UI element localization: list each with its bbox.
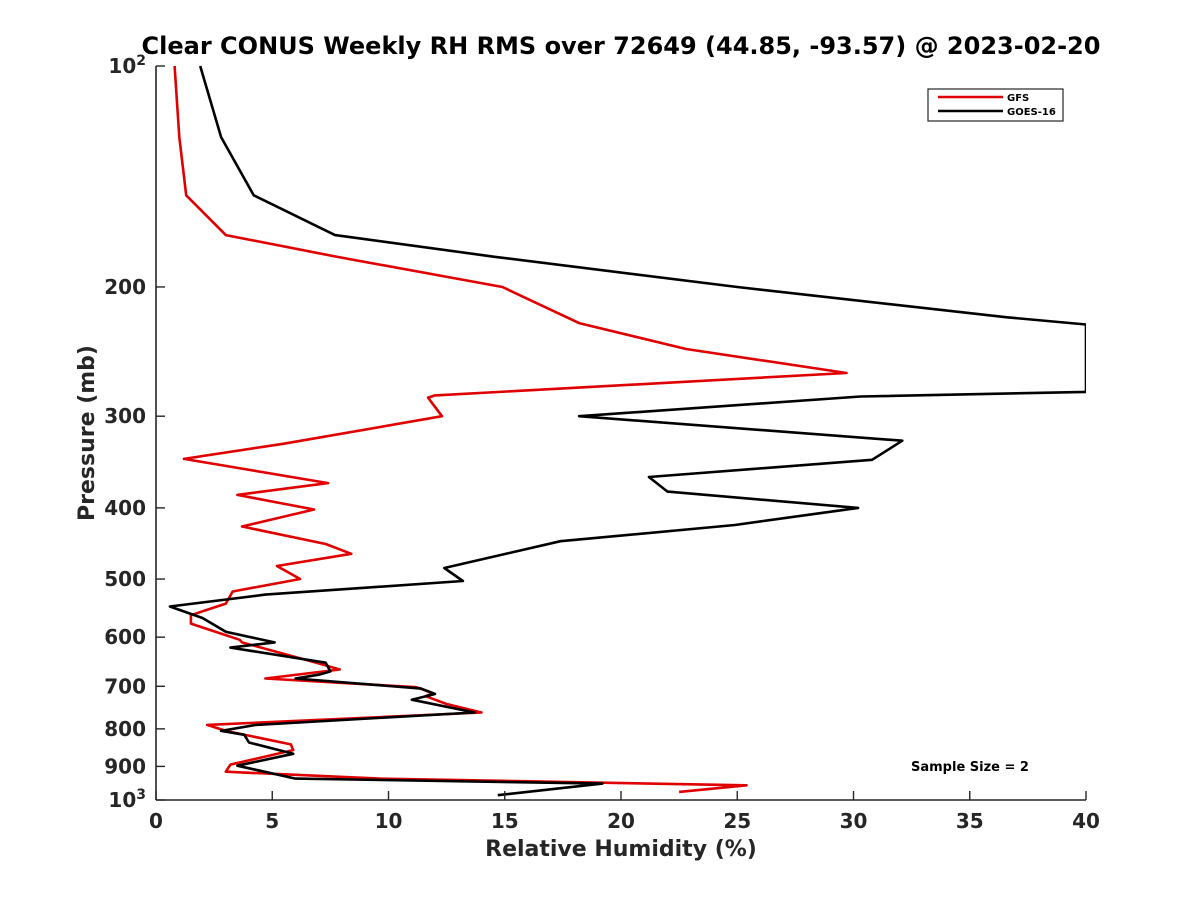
series-line-goes16 [168, 65, 1086, 797]
legend-box [927, 88, 1064, 122]
sample-size-note: Sample Size = 2 [911, 760, 1029, 775]
y-tick-label-500: 500 [104, 567, 146, 591]
y-axis-ticks: 102 200 300 400 500 600 700 800 900 103 [104, 53, 165, 812]
y-tick-label-1000: 103 [108, 787, 146, 812]
y-axis-title: Pressure (mb) [75, 345, 100, 521]
y-tick-label-800: 800 [104, 717, 146, 741]
y-tick-label-900: 900 [104, 754, 146, 778]
x-tick-label-35: 35 [956, 809, 984, 833]
x-tick-label-20: 20 [607, 809, 635, 833]
legend-label-goes16: GOES-16 [1007, 107, 1056, 118]
x-tick-label-10: 10 [375, 809, 403, 833]
y-tick-label-300: 300 [104, 404, 146, 428]
x-tick-label-30: 30 [840, 809, 868, 833]
y-tick-label-700: 700 [104, 674, 146, 698]
y-tick-label-400: 400 [104, 496, 146, 520]
series-line-gfs [173, 65, 848, 794]
legend: GFS GOES-16 [927, 88, 1064, 122]
x-axis-ticks: 0 5 10 15 20 25 30 35 40 [149, 791, 1100, 833]
y-tick-label-200: 200 [104, 275, 146, 299]
x-tick-label-15: 15 [491, 809, 519, 833]
chart-title: Clear CONUS Weekly RH RMS over 72649 (44… [142, 32, 1101, 60]
x-tick-label-40: 40 [1072, 809, 1100, 833]
y-tick-label-100: 102 [108, 53, 146, 78]
x-tick-label-0: 0 [149, 809, 163, 833]
x-axis-title: Relative Humidity (%) [485, 837, 757, 862]
y-tick-label-600: 600 [104, 625, 146, 649]
series-layer [168, 65, 1086, 797]
x-tick-label-25: 25 [723, 809, 751, 833]
legend-label-gfs: GFS [1007, 93, 1029, 104]
x-tick-label-5: 5 [265, 809, 279, 833]
